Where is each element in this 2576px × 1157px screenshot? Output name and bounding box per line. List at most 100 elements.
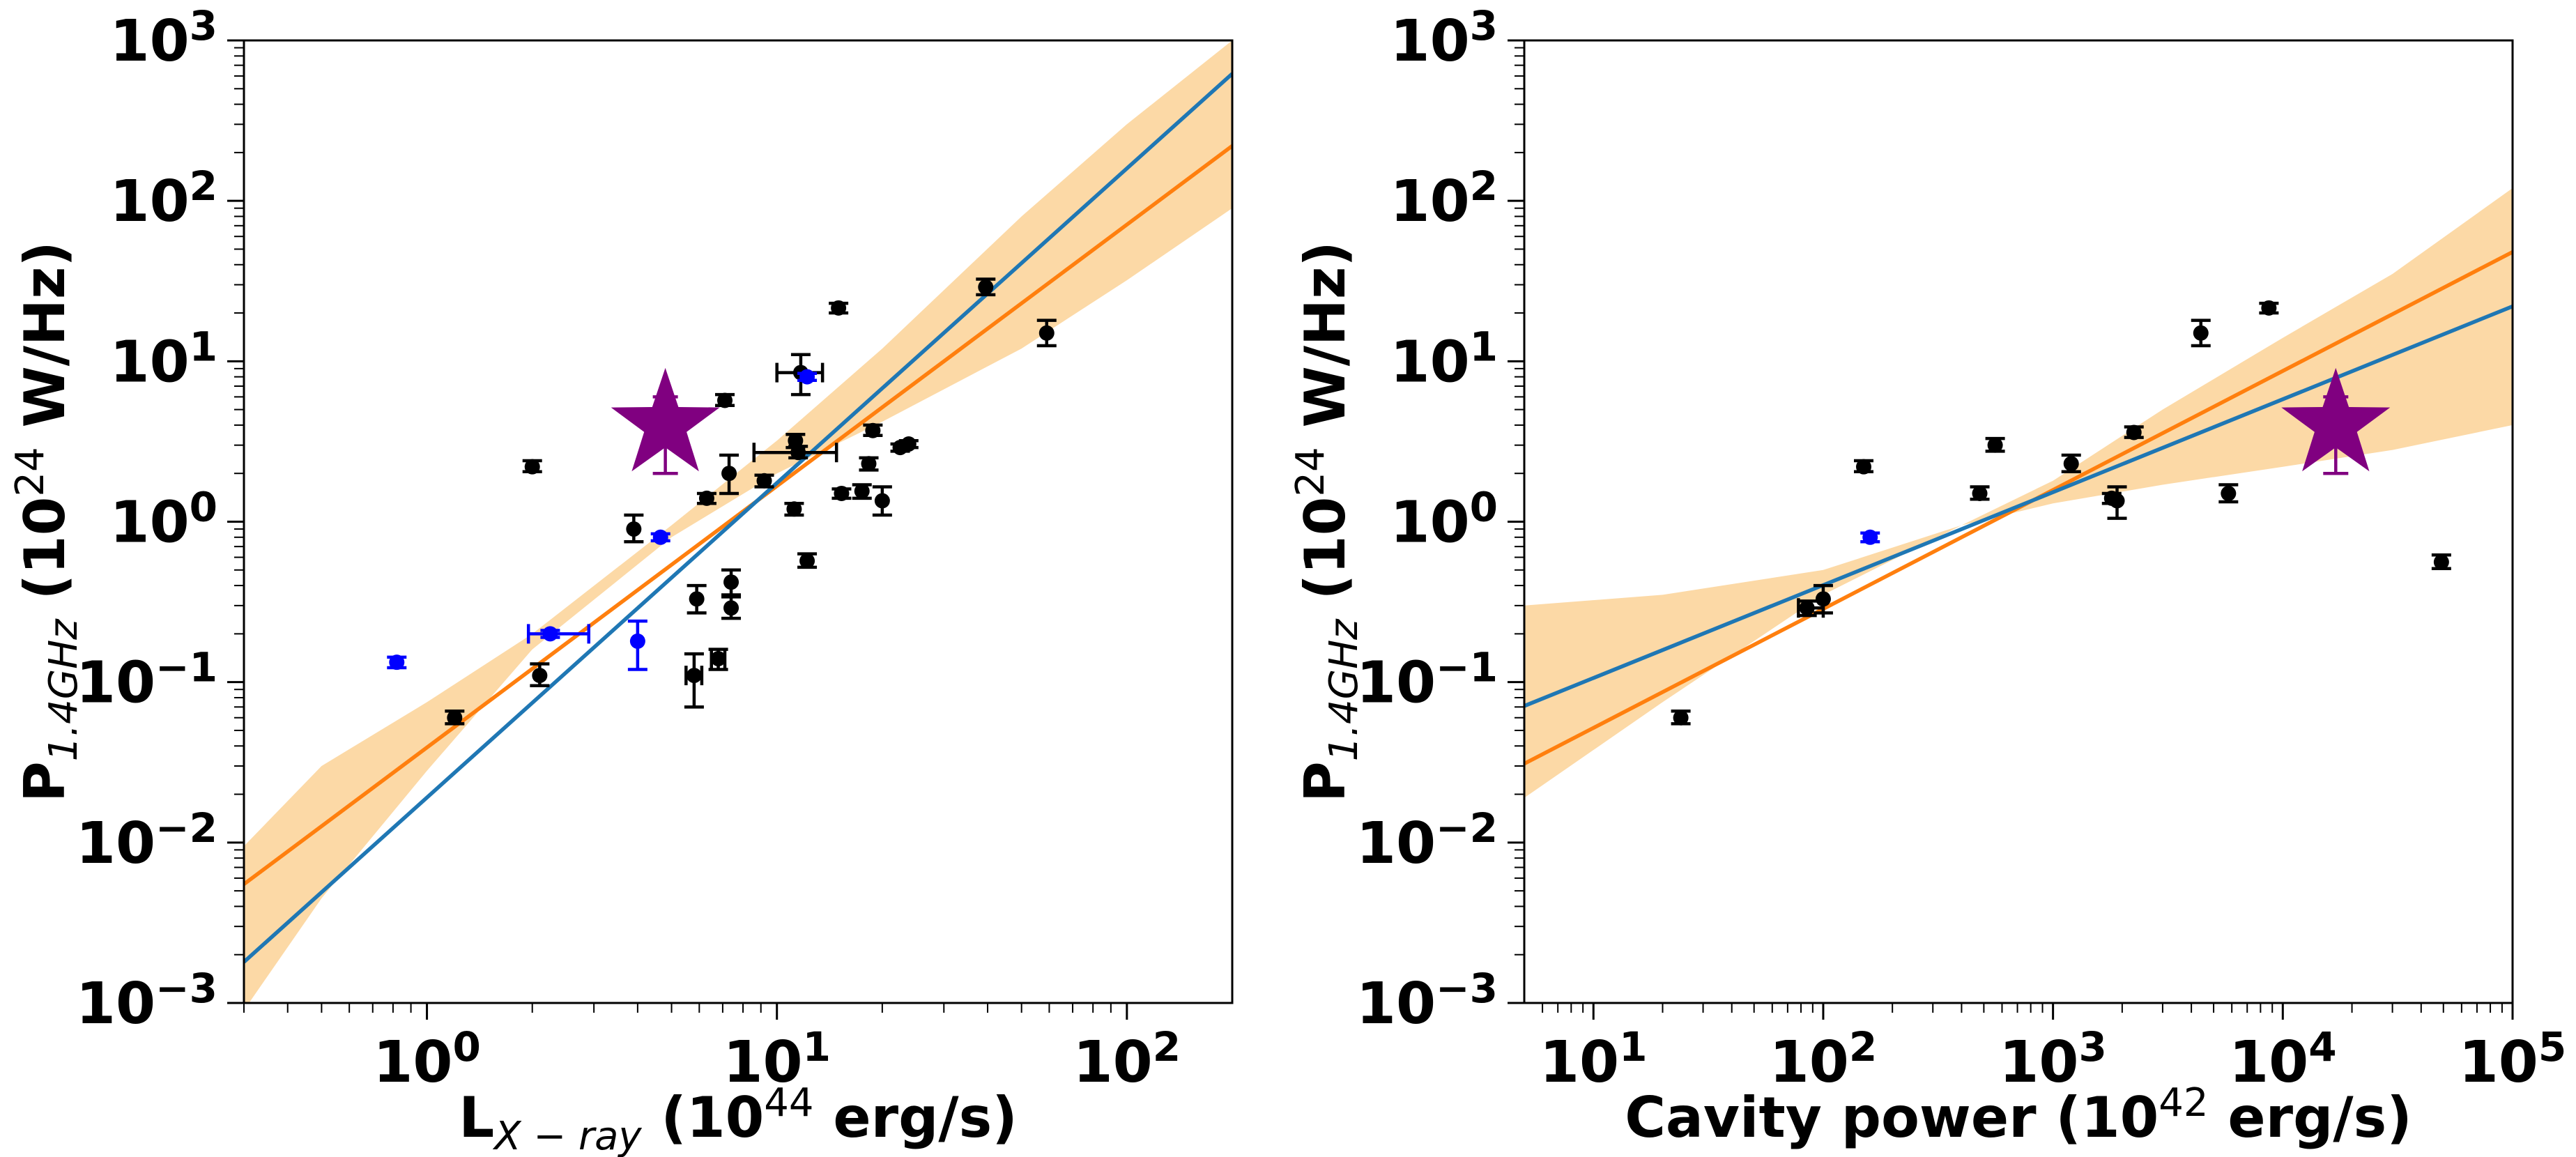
right-x-tick-label: 105: [2459, 1023, 2566, 1096]
right-x-tick-label: 103: [1999, 1023, 2106, 1096]
circle-marker: [788, 433, 804, 449]
right-y-tick-label: 101: [1390, 323, 1498, 395]
left-black-data-point: [797, 552, 818, 569]
left-black-data-point: [863, 422, 883, 438]
circle-marker: [1815, 591, 1831, 607]
right-plot-area: [1524, 187, 2513, 798]
left-x-axis-label: LX − ray (1044 erg/s): [459, 1080, 1018, 1157]
circle-marker: [629, 633, 645, 649]
right-black-data-point: [1797, 598, 1825, 618]
right-x-tick-label: 101: [1540, 1023, 1647, 1096]
left-y-tick-label: 100: [110, 484, 217, 556]
right-y-tick-label: 103: [1390, 2, 1498, 75]
circle-marker: [1987, 437, 2003, 453]
left-blue-data-point: [650, 529, 670, 545]
circle-marker: [723, 600, 739, 616]
circle-marker: [786, 501, 802, 517]
right-y-tick-label: 102: [1390, 162, 1498, 235]
left-x-tick-label: 102: [1073, 1023, 1181, 1096]
left-black-data-point: [754, 473, 774, 489]
circle-marker: [790, 445, 806, 461]
right-black-data-point: [1813, 583, 1833, 615]
left-blue-data-point: [526, 624, 590, 644]
circle-marker: [2063, 456, 2079, 472]
right-y-tick-label: 10−3: [1356, 965, 1498, 1037]
left-black-data-point: [898, 436, 919, 452]
right-x-tick-label: 102: [1770, 1023, 1877, 1096]
left-black-data-point: [721, 568, 742, 597]
left-blue-data-point: [387, 654, 407, 671]
right-black-data-point: [1970, 485, 1990, 501]
right-black-data-point: [2061, 453, 2081, 473]
circle-marker: [2433, 554, 2449, 570]
right-x-tick-label: 104: [2229, 1023, 2336, 1096]
star-marker: [611, 367, 720, 472]
left-black-data-point: [719, 453, 739, 496]
circle-marker: [1972, 485, 1988, 501]
circle-marker: [799, 369, 815, 385]
circle-marker: [723, 574, 739, 590]
right-black-data-point: [2431, 553, 2451, 571]
left-black-data-point: [872, 485, 892, 517]
right-fit-line-blue: [1524, 304, 2513, 708]
left-black-data-point: [852, 483, 872, 500]
left-x-tick-label: 101: [723, 1023, 830, 1096]
left-black-data-point: [684, 652, 704, 709]
left-y-tick-label: 101: [110, 323, 217, 395]
circle-marker: [978, 279, 994, 295]
right-blue-data-point: [1860, 529, 1880, 545]
right-y-axis-label: P1.4GHz (1024 W/Hz): [1288, 241, 1367, 802]
circle-marker: [2221, 485, 2237, 501]
right-black-data-point: [1985, 436, 2005, 453]
right-y-tick-label: 10−2: [1356, 804, 1498, 877]
circle-marker: [799, 553, 815, 569]
left-y-tick-label: 10−3: [76, 965, 217, 1037]
left-blue-data-point: [627, 619, 647, 671]
left-black-data-point: [859, 456, 879, 472]
left-black-data-point: [522, 459, 542, 475]
circle-marker: [874, 493, 890, 509]
circle-marker: [861, 456, 877, 472]
left-panel-luminosity-vs-radio-power: 100 101 102 10−3 10−2 10−1 100 101 102 103 LX − ra…: [8, 2, 1234, 1157]
left-black-data-point: [1036, 319, 1057, 348]
left-y-tick-label: 102: [110, 162, 217, 235]
circle-marker: [710, 651, 726, 667]
left-black-data-point: [831, 485, 852, 501]
left-y-tick-label: 10−1: [76, 644, 217, 717]
left-black-data-point: [445, 709, 465, 726]
left-black-data-point: [715, 392, 735, 408]
circle-marker: [1855, 459, 1871, 475]
right-black-data-point: [2107, 485, 2127, 520]
circle-marker: [524, 459, 540, 475]
circle-marker: [831, 300, 847, 316]
circle-marker: [900, 436, 917, 452]
left-black-data-point: [976, 277, 996, 297]
right-panel-cavity-power-vs-radio-power: 101 102 103 104 10510−310−210−1100101102103C…: [1288, 2, 2566, 1150]
circle-marker: [717, 392, 733, 408]
circle-marker: [1038, 325, 1055, 341]
circle-marker: [698, 490, 714, 506]
circle-marker: [686, 668, 702, 684]
right-y-tick-label: 100: [1390, 484, 1498, 556]
circle-marker: [865, 422, 881, 438]
circle-marker: [652, 529, 668, 545]
left-target-data-point: [611, 367, 720, 475]
right-black-data-point: [1671, 709, 1691, 726]
left-black-data-point: [721, 595, 742, 620]
right-black-data-point: [1853, 459, 1873, 475]
left-black-data-point: [829, 300, 849, 316]
left-y-tick-label: 103: [110, 2, 217, 75]
circle-marker: [834, 485, 850, 501]
left-fit-line-orange: [244, 144, 1232, 886]
left-blue-data-point: [797, 369, 818, 385]
left-y-axis-label: P1.4GHz (1024 W/Hz): [8, 241, 86, 802]
left-fit-line-blue: [244, 72, 1232, 964]
circle-marker: [721, 466, 737, 482]
circle-marker: [532, 668, 548, 684]
left-black-data-point: [696, 490, 716, 506]
circle-marker: [2193, 325, 2209, 341]
left-black-data-point: [530, 662, 550, 688]
left-black-data-point: [708, 648, 728, 671]
circle-marker: [1799, 600, 1815, 616]
